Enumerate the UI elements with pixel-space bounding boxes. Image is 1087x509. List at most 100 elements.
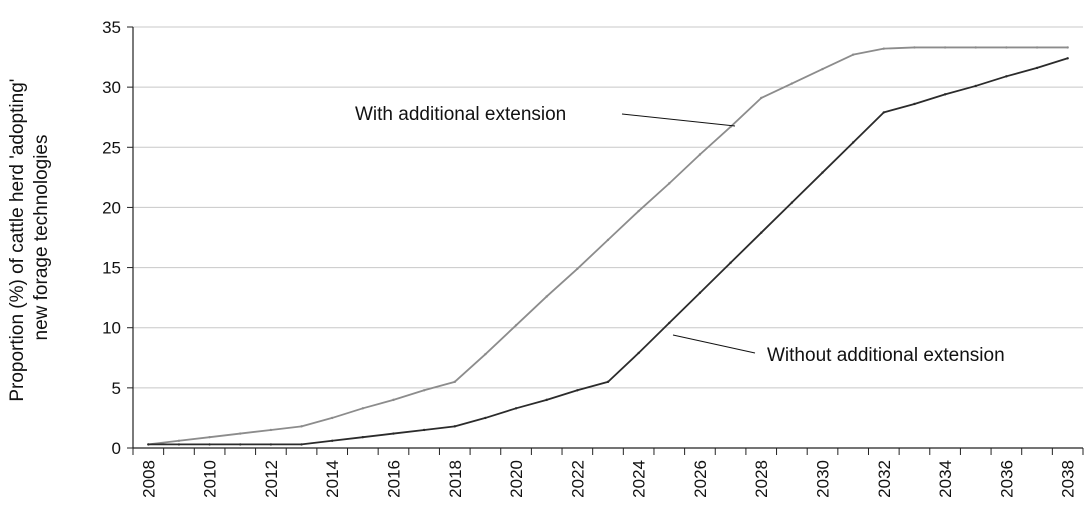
annotation-leader-with-extension (621, 113, 736, 127)
data-point (239, 443, 242, 446)
y-tick-label: 0 (112, 439, 121, 458)
data-point (943, 46, 947, 49)
x-tick-label: 2018 (446, 460, 465, 498)
data-point (514, 324, 518, 327)
data-point (330, 439, 334, 442)
x-tick-label: 2016 (384, 460, 403, 498)
data-point (422, 389, 426, 392)
data-point (729, 125, 732, 129)
series-line-1 (148, 46, 1068, 446)
y-tick-label: 25 (102, 138, 121, 157)
x-tick-label: 2010 (201, 460, 220, 498)
data-point (882, 111, 886, 114)
series-lines (147, 46, 1069, 446)
data-point (637, 351, 640, 355)
data-point (790, 82, 794, 85)
data-point (392, 398, 395, 402)
data-point (882, 47, 886, 50)
data-point (821, 67, 824, 71)
data-point (269, 443, 273, 446)
data-point (821, 171, 824, 174)
data-point (514, 407, 518, 410)
data-point (760, 96, 763, 100)
data-point (453, 380, 456, 384)
data-point (760, 231, 763, 234)
annotation-with-extension: With additional extension (355, 104, 566, 125)
y-tick-label: 5 (112, 379, 121, 398)
data-point (1066, 46, 1069, 49)
data-point (790, 201, 794, 204)
x-tick-label: 2022 (568, 460, 587, 498)
data-point (300, 443, 303, 446)
data-point (698, 291, 702, 295)
y-axis-title: Proportion (%) of cattle herd 'adopting'… (7, 73, 52, 401)
y-tick-label: 10 (102, 319, 121, 338)
data-point (484, 352, 487, 356)
x-tick-label: 2026 (691, 460, 710, 498)
y-axis-title-line-1: Proportion (%) of cattle herd 'adopting' (7, 79, 28, 402)
data-point (545, 295, 548, 298)
data-point (851, 141, 855, 144)
x-tick-label: 2028 (752, 460, 771, 498)
data-point (943, 93, 947, 96)
data-point (606, 380, 610, 384)
data-point (851, 53, 855, 56)
data-point (361, 435, 365, 439)
data-point (606, 238, 610, 242)
data-point (1035, 66, 1039, 70)
data-point (177, 439, 181, 442)
data-point (974, 84, 977, 88)
y-tick-label: 35 (102, 18, 121, 37)
annotation-leader-without-extension (672, 334, 756, 354)
x-tick-label: 2034 (936, 460, 955, 498)
data-point (239, 432, 242, 435)
y-tick-labels: 0 5 10 15 20 25 30 35 (102, 18, 121, 458)
data-point (208, 435, 211, 439)
x-tick-label: 2008 (139, 460, 158, 498)
data-point (729, 261, 732, 264)
data-point (392, 432, 395, 435)
data-point (913, 46, 916, 49)
data-point (1005, 46, 1008, 49)
series-line-2 (148, 57, 1068, 446)
x-tick-label: 2024 (630, 460, 649, 498)
y-tick-label: 30 (102, 78, 121, 97)
data-point (269, 428, 273, 432)
data-point (330, 416, 334, 420)
y-axis-title-line-2: new forage technologies (31, 135, 52, 341)
data-point (1066, 57, 1069, 60)
data-point (422, 428, 426, 432)
data-point (177, 443, 181, 446)
x-tick-label: 2014 (323, 460, 342, 498)
x-tick-label: 2020 (507, 460, 526, 498)
y-tick-label: 20 (102, 198, 121, 217)
data-point (453, 425, 456, 428)
y-tick-label: 15 (102, 259, 121, 278)
x-tick-label: 2038 (1059, 460, 1078, 498)
data-point (974, 46, 977, 49)
x-tick-label: 2012 (262, 460, 281, 498)
gridlines (133, 26, 1083, 389)
data-point (576, 267, 579, 270)
data-point (913, 102, 916, 106)
data-point (147, 443, 150, 446)
x-tick-labels: 2008 2010 2012 2014 2016 2018 2020 2022 2024 2026… (139, 460, 1077, 498)
data-point (668, 182, 671, 185)
data-point (668, 321, 671, 325)
data-point (1005, 75, 1008, 78)
data-point (484, 416, 487, 420)
data-point (1035, 46, 1039, 49)
data-point (208, 443, 211, 446)
x-tick-label: 2030 (814, 460, 833, 498)
annotations: With additional extension Without additio… (355, 104, 1005, 366)
data-point (576, 389, 579, 392)
data-point (300, 425, 303, 428)
data-point (361, 407, 365, 410)
annotation-without-extension: Without additional extension (767, 345, 1005, 366)
data-point (637, 209, 640, 213)
data-point (545, 398, 548, 402)
data-point (698, 153, 702, 156)
axes (127, 26, 1084, 455)
x-tick-label: 2032 (875, 460, 894, 498)
